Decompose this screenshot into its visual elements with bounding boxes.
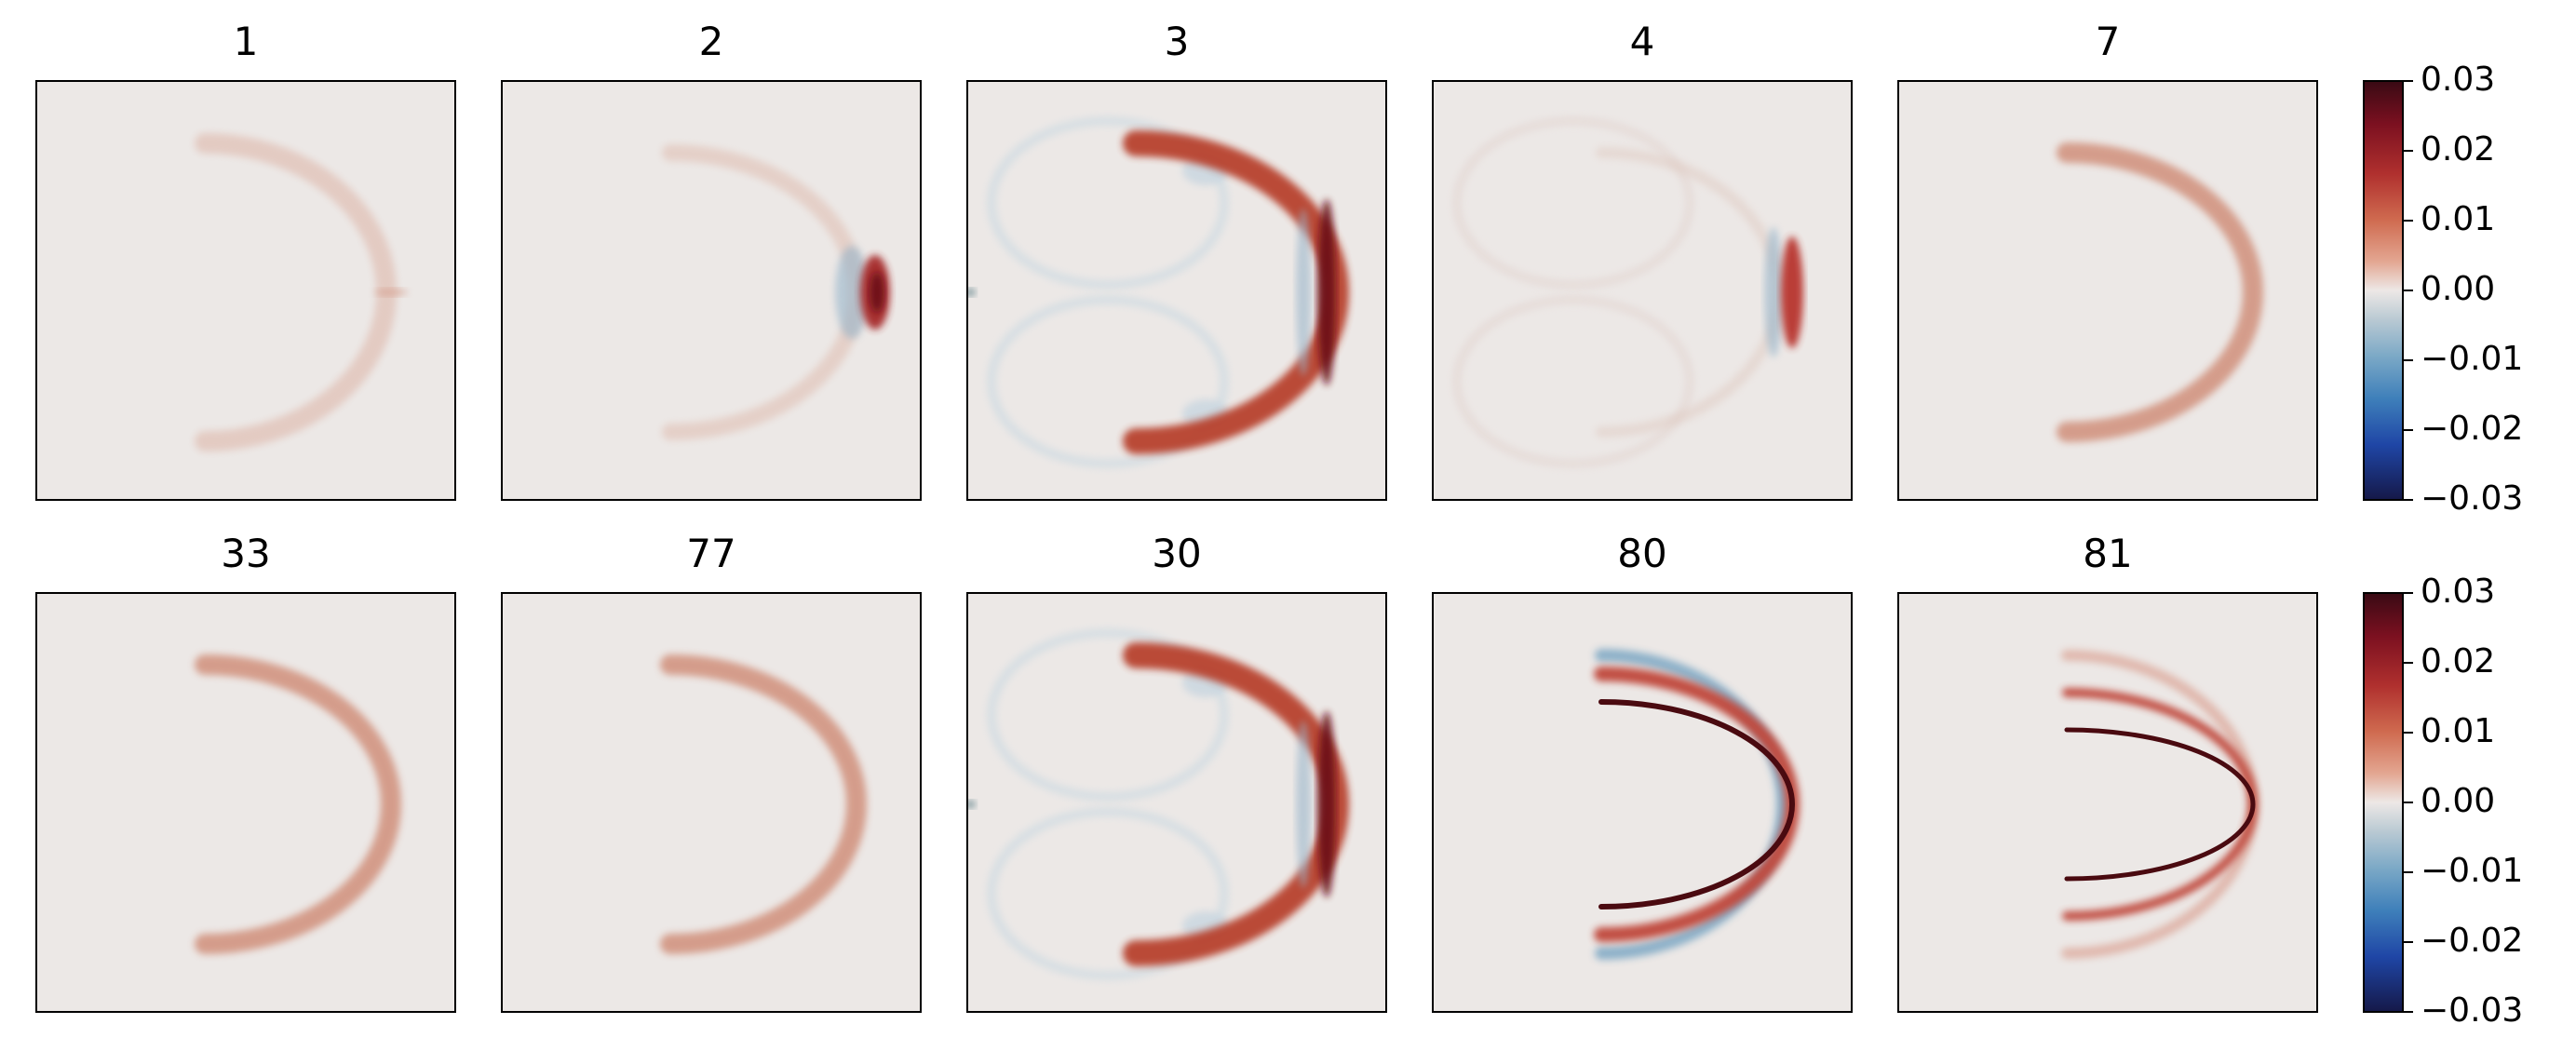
heatmap-plot: [660, 654, 867, 954]
heatmap-panel: [35, 592, 456, 1013]
colorbar-tick: [2404, 941, 2413, 943]
field-loop: [987, 807, 1229, 980]
heatmap-plot: [1452, 116, 1803, 468]
colorbar-tick-label: −0.02: [2421, 922, 2524, 960]
colorbar-tick-label: −0.03: [2421, 479, 2524, 518]
field-arc: [2057, 142, 2263, 442]
field-arc: [195, 654, 401, 954]
colorbar-tick-label: 0.00: [2421, 270, 2496, 308]
heatmap-plot: [968, 628, 1349, 980]
heatmap-plot: [2057, 142, 2263, 442]
heatmap-panel: [966, 592, 1387, 1013]
colorbar-tick: [2404, 150, 2413, 152]
heatmap-panel: [501, 80, 922, 501]
panel-title: 80: [1617, 531, 1667, 576]
field-loop: [987, 628, 1229, 802]
heatmap-panel: [1897, 80, 2318, 501]
panel-title: 33: [221, 531, 271, 576]
field-negative-lobe: [1764, 227, 1783, 357]
field-positive-core: [1781, 236, 1803, 348]
panel-title: 3: [1164, 19, 1190, 64]
colorbar-tick: [2404, 662, 2413, 664]
panel-title: 1: [233, 19, 259, 64]
colorbar-tick-label: 0.01: [2421, 712, 2496, 750]
colorbar-tick-label: 0.01: [2421, 200, 2496, 238]
colorbar-tick-label: −0.01: [2421, 340, 2524, 378]
colorbar-tick-label: 0.03: [2421, 573, 2496, 611]
colorbar-tick-label: 0.03: [2421, 61, 2496, 99]
field-loop: [1452, 116, 1694, 290]
field-arc: [660, 654, 867, 954]
panel-title: 7: [2095, 19, 2121, 64]
colorbar-tick-label: −0.01: [2421, 852, 2524, 890]
field-negative-lobe: [1296, 209, 1311, 376]
colorbar: [2363, 80, 2404, 501]
colorbar-tick-label: 0.00: [2421, 782, 2496, 820]
field-peak: [1317, 199, 1336, 385]
field-peak: [870, 272, 884, 313]
colorbar-tick: [2404, 80, 2413, 82]
field-peak: [2064, 727, 2256, 882]
panel-title: 4: [1629, 19, 1655, 64]
heatmap-plot: [662, 144, 890, 440]
field-center-streak: [374, 289, 408, 296]
field-loop: [987, 116, 1229, 290]
field-negative-arc: [1595, 649, 1789, 960]
field-edge-mark: [968, 801, 976, 808]
colorbar-tick: [2404, 429, 2413, 431]
field-edge-mark: [968, 289, 976, 296]
heatmap-plot: [1594, 649, 1800, 960]
heatmap-panel: [966, 80, 1387, 501]
colorbar-tick: [2404, 732, 2413, 734]
panel-title: 77: [686, 531, 736, 576]
colorbar-tick-label: 0.02: [2421, 642, 2496, 680]
colorbar-tick-label: −0.03: [2421, 991, 2524, 1030]
field-arc: [662, 144, 865, 440]
panel-title: 30: [1152, 531, 1202, 576]
heatmap-panel: [1897, 592, 2318, 1013]
colorbar-tick: [2404, 359, 2413, 361]
colorbar-tick-label: 0.02: [2421, 130, 2496, 168]
colorbar-tick: [2404, 220, 2413, 222]
heatmap-panel: [1432, 592, 1853, 1013]
field-peak: [1317, 711, 1336, 897]
heatmap-panel: [35, 80, 456, 501]
colorbar-tick: [2404, 1011, 2413, 1013]
field-arc: [2061, 650, 2259, 959]
panel-title: 2: [698, 19, 724, 64]
colorbar-tick: [2404, 499, 2413, 501]
colorbar-tick: [2404, 871, 2413, 873]
field-loop: [987, 295, 1229, 468]
heatmap-plot: [195, 133, 408, 451]
heatmap-plot: [968, 116, 1349, 468]
heatmap-panel: [1432, 80, 1853, 501]
colorbar-tick-label: −0.02: [2421, 410, 2524, 448]
field-peak: [1598, 699, 1795, 910]
field-arc: [195, 133, 397, 451]
colorbar-tick: [2404, 592, 2413, 594]
colorbar-tick: [2404, 802, 2413, 803]
field-negative-lobe: [835, 246, 869, 339]
field-negative-lobe: [1296, 721, 1311, 888]
colorbar-tick: [2404, 290, 2413, 291]
heatmap-plot: [195, 654, 401, 954]
panel-title: 81: [2083, 531, 2133, 576]
colorbar: [2363, 592, 2404, 1013]
field-loop: [1452, 295, 1694, 468]
heatmap-panel: [501, 592, 922, 1013]
heatmap-plot: [2061, 650, 2259, 959]
